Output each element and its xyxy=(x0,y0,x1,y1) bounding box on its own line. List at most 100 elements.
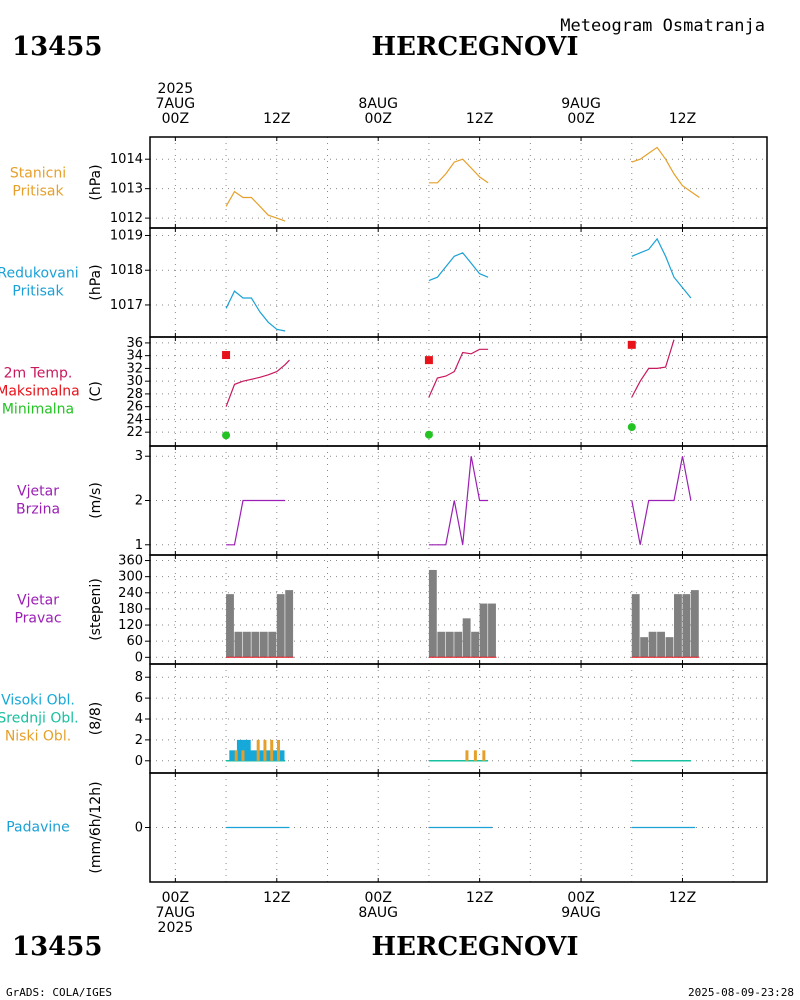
tmin-marker xyxy=(627,423,636,432)
tmax-marker xyxy=(424,356,433,365)
cloud-bar xyxy=(243,739,251,761)
series-line xyxy=(428,456,489,546)
cloud-bar xyxy=(234,750,238,761)
top-time-label: 2025 xyxy=(158,81,194,97)
footer-timestamp: 2025-08-09-23:28 xyxy=(688,986,794,999)
top-time-label: 00Z xyxy=(365,111,392,127)
header-subtitle: Meteogram Osmatranja xyxy=(560,16,765,36)
direction-bar xyxy=(479,603,488,658)
series-line xyxy=(631,456,692,545)
y-tick-label: 0 xyxy=(135,650,143,665)
direction-bar xyxy=(251,631,260,658)
direction-bar xyxy=(454,631,463,658)
top-time-label: 12Z xyxy=(466,111,493,127)
y-tick-label: 120 xyxy=(118,618,143,633)
panel-wind_speed: 1 2 3 (m/s) Vjetar Brzina xyxy=(16,445,768,556)
top-time-label: 9AUG xyxy=(561,96,601,112)
y-tick-label: 1 xyxy=(135,538,143,553)
top-time-label: 00Z xyxy=(567,111,594,127)
panel-frame xyxy=(149,136,768,229)
panel-frame xyxy=(149,227,768,338)
direction-bar xyxy=(462,618,471,658)
cloud-bar xyxy=(263,739,267,761)
cloud-bar xyxy=(465,750,469,761)
direction-bar xyxy=(259,631,268,658)
cloud-bar xyxy=(241,750,245,761)
y-tick-label: 26 xyxy=(126,400,143,415)
direction-bar xyxy=(674,594,682,658)
y-axis-label: (hPa) xyxy=(88,264,104,300)
bottom-time-label: 9AUG xyxy=(561,905,601,921)
direction-bar xyxy=(640,637,649,658)
series-line xyxy=(225,359,290,407)
y-tick-label: 1018 xyxy=(110,263,143,278)
bottom-time-label: 8AUG xyxy=(358,905,398,921)
tmax-marker xyxy=(627,340,636,349)
bottom-time-label: 00Z xyxy=(162,890,189,906)
bottom-time-label: 12Z xyxy=(466,890,493,906)
cloud-bar xyxy=(229,750,237,761)
y-tick-label: 1014 xyxy=(110,152,143,167)
panel-label: Niski Obl. xyxy=(5,729,71,745)
y-tick-label: 4 xyxy=(135,712,143,727)
bottom-time-label: 00Z xyxy=(365,890,392,906)
cloud-bar xyxy=(236,739,244,761)
footer-station-id: 13455 xyxy=(12,932,102,962)
bottom-time-label: 00Z xyxy=(567,890,594,906)
direction-bar xyxy=(471,631,480,658)
cloud-bar xyxy=(473,750,477,761)
series-line xyxy=(631,339,675,398)
direction-bar xyxy=(657,631,665,658)
direction-bar xyxy=(428,569,437,658)
y-tick-label: 22 xyxy=(126,425,143,440)
cloud-bar xyxy=(270,739,274,761)
y-axis-label: (8/8) xyxy=(88,702,104,735)
direction-bar xyxy=(665,637,674,658)
panel-frame xyxy=(149,772,768,883)
top-time-label: 00Z xyxy=(162,111,189,127)
direction-bar xyxy=(242,631,251,658)
cloud-bar xyxy=(257,750,265,761)
series-line xyxy=(428,158,489,184)
panel-label: Vjetar xyxy=(17,593,59,609)
y-tick-label: 300 xyxy=(118,570,143,585)
panel-label: Visoki Obl. xyxy=(1,693,75,709)
direction-bar xyxy=(285,590,294,658)
cloud-bar xyxy=(276,739,280,761)
panel-label: Maksimalna xyxy=(0,384,80,400)
panel-label: Pritisak xyxy=(12,284,64,300)
direction-bar xyxy=(276,594,285,658)
y-axis-label: (C) xyxy=(88,381,104,402)
series-line xyxy=(428,348,489,398)
direction-bar xyxy=(226,594,234,658)
panel-station_pressure: 1012 1013 1014 (hPa) Stanicni Pritisak xyxy=(10,136,768,229)
y-tick-label: 1012 xyxy=(110,211,143,226)
y-axis-label: (hPa) xyxy=(88,164,104,200)
series-line xyxy=(225,290,286,332)
header-station-name: HERCEGNOVI xyxy=(372,32,579,62)
y-tick-label: 3 xyxy=(135,449,143,464)
panel-label: Redukovani xyxy=(0,266,79,282)
y-tick-label: 24 xyxy=(126,412,143,427)
y-tick-label: 2 xyxy=(135,733,143,748)
series-line xyxy=(225,190,286,222)
y-tick-label: 0 xyxy=(135,754,143,769)
direction-bar xyxy=(648,631,657,658)
cloud-bar xyxy=(256,739,260,761)
direction-bar xyxy=(234,631,243,658)
header-station-id: 13455 xyxy=(12,32,102,62)
panel-label: Srednji Obl. xyxy=(0,711,79,727)
y-tick-label: 8 xyxy=(135,670,143,685)
cloud-bar xyxy=(250,750,258,761)
series-line xyxy=(226,499,286,546)
panel-label: Minimalna xyxy=(2,402,74,418)
bottom-time-label: 7AUG xyxy=(156,905,196,921)
tmin-marker xyxy=(424,430,433,439)
y-tick-label: 6 xyxy=(135,691,143,706)
series-line xyxy=(631,237,692,299)
